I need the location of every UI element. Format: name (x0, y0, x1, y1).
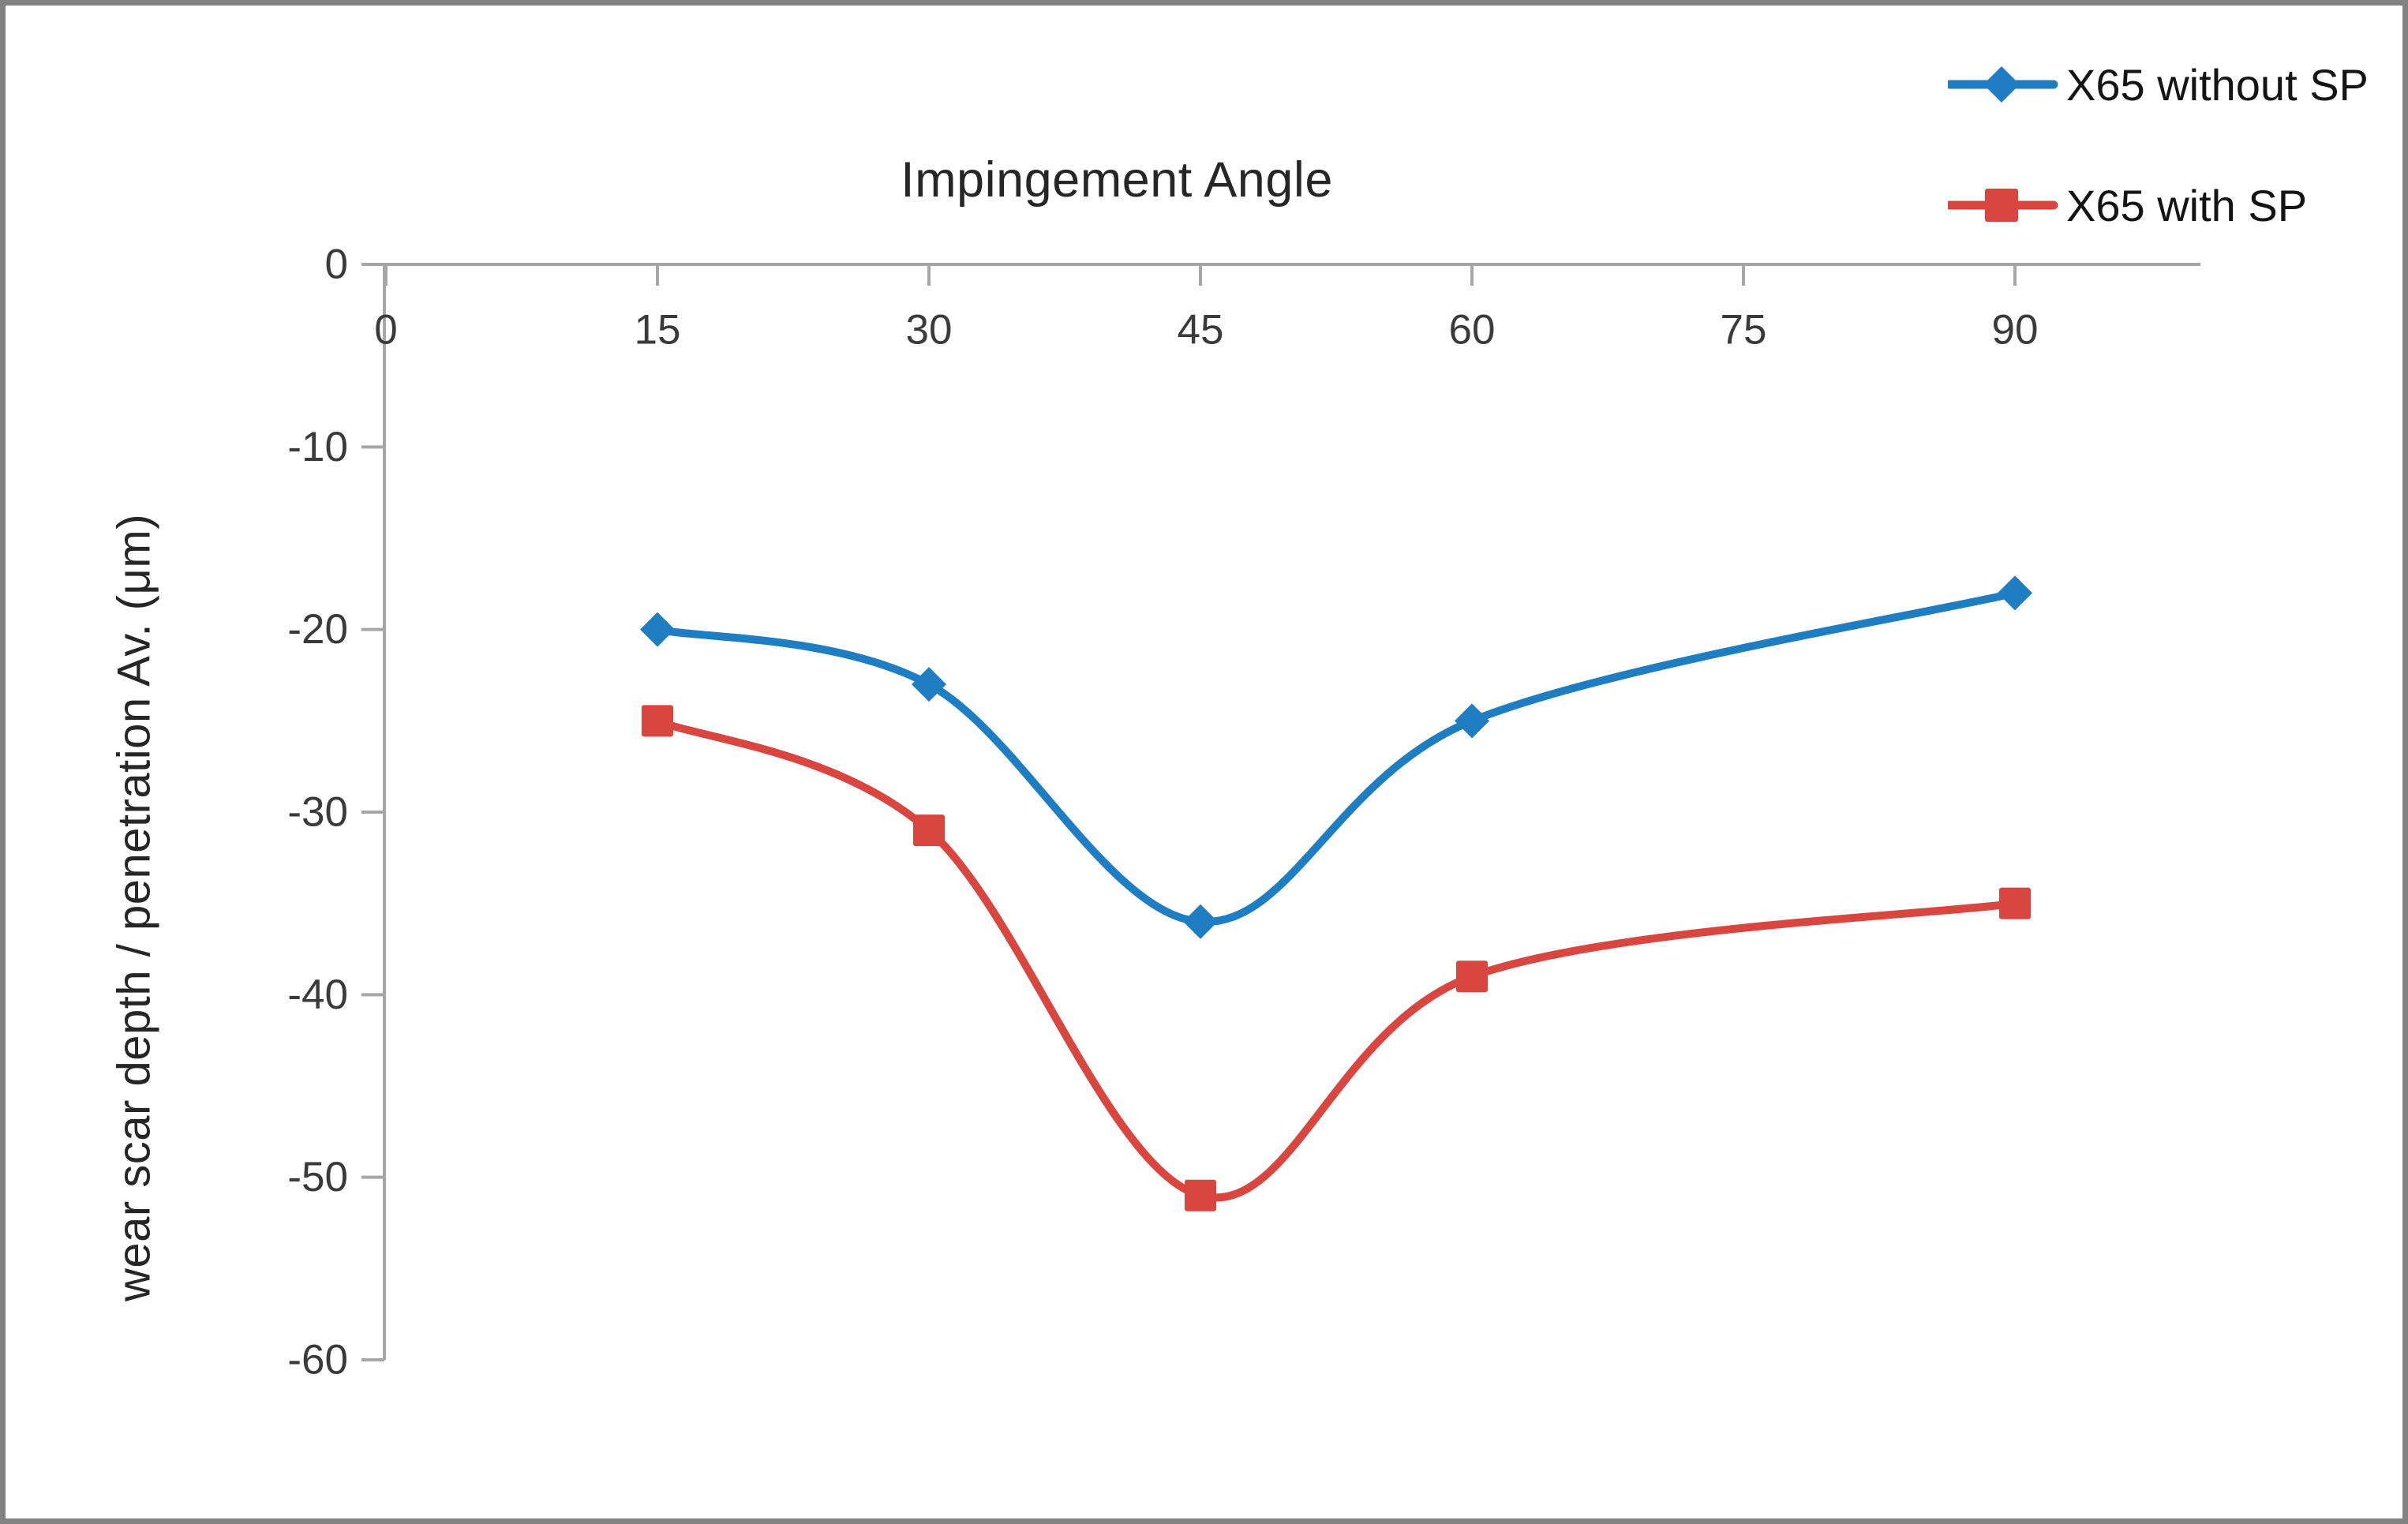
series-marker-square (912, 814, 945, 847)
legend-item-label: X65 without SP (2066, 59, 2369, 110)
y-tick-label: -30 (287, 788, 348, 835)
x-tick-label: 15 (635, 307, 681, 354)
y-tick-label: 0 (325, 242, 348, 288)
x-tick-label: 0 (374, 307, 397, 354)
series-marker-diamond (1182, 904, 1218, 939)
legend-item-label: X65 with SP (2066, 180, 2308, 230)
x-tick-label: 45 (1178, 307, 1224, 354)
chart-title: Impingement Angle (901, 152, 1333, 208)
series-marker-diamond (1454, 703, 1489, 739)
series-0 (639, 575, 2032, 939)
series-marker-square (1184, 1179, 1216, 1211)
x-tick-label: 90 (1992, 307, 2039, 354)
y-tick-label: -20 (287, 606, 348, 653)
y-tick-label: -50 (287, 1154, 348, 1200)
series-marker-square (1985, 189, 2018, 222)
x-tick-label: 30 (906, 307, 953, 354)
series-marker-diamond (1983, 66, 2020, 103)
legend-item: X65 without SP (1948, 57, 2369, 112)
legend-marker-icon-square (1948, 189, 2058, 222)
y-axis-title: wear scar depth / penetration Av. (μm) (108, 513, 160, 1302)
series-marker-square (641, 705, 673, 737)
series-marker-square (1455, 960, 1488, 993)
series-1 (641, 705, 2031, 1211)
series-marker-diamond (911, 667, 946, 702)
x-tick-label: 75 (1721, 307, 1767, 354)
y-tick-label: -10 (287, 424, 348, 470)
series-marker-diamond (639, 612, 675, 647)
legend-marker-icon-diamond (1948, 66, 2058, 103)
series-marker-square (1998, 887, 2031, 919)
legend-item: X65 with SP (1948, 178, 2307, 233)
series-line (653, 589, 2019, 926)
x-tick-label: 60 (1449, 307, 1496, 354)
y-tick-label: -60 (287, 1336, 348, 1383)
series-marker-diamond (1997, 575, 2032, 611)
series-line (653, 717, 2019, 1202)
y-tick-label: -40 (287, 972, 348, 1018)
